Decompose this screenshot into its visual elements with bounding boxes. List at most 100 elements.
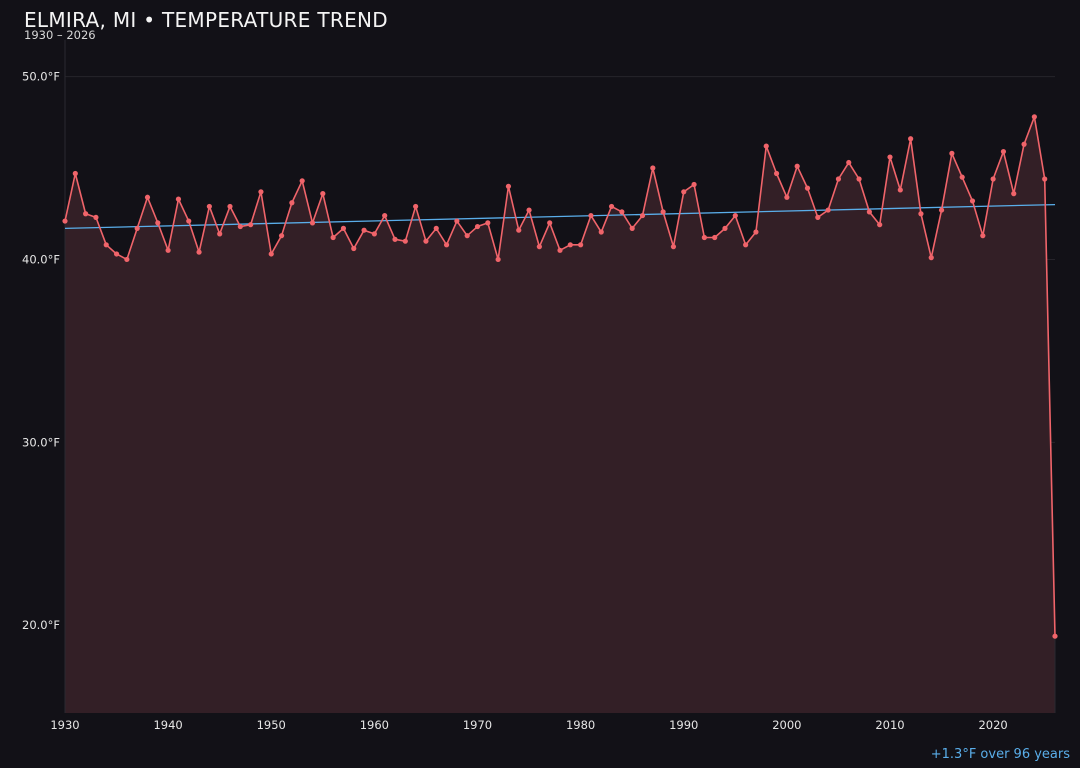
y-tick-label: 50.0°F xyxy=(22,70,60,84)
x-tick-label: 2020 xyxy=(978,718,1007,732)
data-point-1980 xyxy=(578,242,584,248)
data-point-1948 xyxy=(248,222,254,228)
data-point-1973 xyxy=(505,183,512,189)
data-point-1967 xyxy=(443,242,450,248)
data-point-2025 xyxy=(1042,176,1048,182)
data-point-2016 xyxy=(949,150,955,156)
data-point-1958 xyxy=(351,245,357,252)
data-point-1972 xyxy=(495,256,501,263)
data-point-1944 xyxy=(206,203,212,210)
data-point-2012 xyxy=(908,136,914,142)
data-point-1992 xyxy=(701,234,707,241)
y-tick-label: 30.0°F xyxy=(22,435,60,449)
data-point-2006 xyxy=(846,159,852,166)
data-point-1953 xyxy=(299,178,305,184)
data-point-1986 xyxy=(639,212,646,219)
data-point-2026 xyxy=(1052,633,1058,639)
chart-title: ELMIRA, MI • TEMPERATURE TREND xyxy=(24,8,388,32)
x-tick-label: 1950 xyxy=(257,718,286,732)
data-point-2011 xyxy=(897,187,903,193)
x-tick-label: 1940 xyxy=(153,718,182,732)
data-point-1989 xyxy=(670,244,677,250)
data-point-2001 xyxy=(794,163,800,169)
data-point-1942 xyxy=(186,218,192,224)
data-point-1956 xyxy=(330,234,336,241)
data-point-1995 xyxy=(732,212,738,219)
data-point-1950 xyxy=(268,251,274,257)
x-tick-label: 2010 xyxy=(875,718,904,732)
data-point-2015 xyxy=(938,207,945,213)
data-point-1994 xyxy=(722,225,728,231)
data-point-1985 xyxy=(629,225,635,231)
data-point-1997 xyxy=(753,229,759,235)
data-point-1996 xyxy=(743,242,749,248)
x-axis-ticks: 1930 1940 1950 1960 1970 1980 1990 2000 2010 2020 xyxy=(50,718,1007,732)
data-point-2000 xyxy=(784,194,790,200)
x-tick-label: 2000 xyxy=(772,718,801,732)
data-point-1988 xyxy=(660,209,666,215)
data-point-1966 xyxy=(433,225,439,231)
data-point-1969 xyxy=(464,233,470,239)
data-point-2008 xyxy=(866,209,872,215)
data-point-2022 xyxy=(1011,191,1017,197)
data-point-1970 xyxy=(474,223,481,230)
data-point-1959 xyxy=(361,227,367,233)
data-point-1931 xyxy=(72,170,78,177)
data-point-1952 xyxy=(289,200,295,206)
data-point-1978 xyxy=(557,247,563,253)
y-axis-ticks: 20.0°F 30.0°F 40.0°F 50.0°F xyxy=(22,70,60,633)
data-point-1960 xyxy=(371,231,377,237)
data-point-1936 xyxy=(124,256,130,263)
data-point-1971 xyxy=(485,220,491,226)
x-tick-label: 1980 xyxy=(566,718,595,732)
data-point-2018 xyxy=(969,198,976,204)
data-point-1945 xyxy=(217,231,223,237)
data-point-1932 xyxy=(83,211,89,217)
data-point-1941 xyxy=(175,196,182,202)
data-point-2003 xyxy=(815,214,821,220)
data-point-1981 xyxy=(588,212,594,219)
data-point-2017 xyxy=(959,174,965,180)
trend-line xyxy=(64,203,1056,230)
data-point-2024 xyxy=(1031,114,1037,120)
data-point-2014 xyxy=(928,255,934,261)
data-point-1955 xyxy=(320,191,326,197)
data-point-1946 xyxy=(227,203,233,210)
data-point-1949 xyxy=(258,189,264,195)
data-point-2020 xyxy=(990,176,996,182)
data-point-1979 xyxy=(567,242,573,248)
data-point-2013 xyxy=(918,211,924,217)
y-tick-label: 20.0°F xyxy=(22,618,60,632)
data-point-1961 xyxy=(382,212,388,219)
data-point-1933 xyxy=(93,214,99,220)
x-tick-label: 1990 xyxy=(669,718,698,732)
data-point-1990 xyxy=(681,189,687,195)
data-point-1982 xyxy=(598,229,604,235)
data-point-1930 xyxy=(62,218,68,224)
data-point-1964 xyxy=(413,203,419,210)
x-tick-label: 1970 xyxy=(463,718,492,732)
data-point-1987 xyxy=(650,165,656,171)
data-point-1993 xyxy=(712,234,718,241)
data-point-1975 xyxy=(526,207,532,213)
temperature-area-fill xyxy=(65,116,1055,713)
data-point-1957 xyxy=(340,225,347,231)
data-point-2019 xyxy=(980,233,986,239)
data-point-1951 xyxy=(278,233,285,239)
data-point-1938 xyxy=(144,194,151,200)
data-point-1935 xyxy=(113,251,120,257)
data-point-1939 xyxy=(155,220,161,226)
data-point-2023 xyxy=(1021,141,1027,147)
data-point-1940 xyxy=(165,247,171,253)
chart-subtitle: 1930 – 2026 xyxy=(24,28,96,42)
data-point-2002 xyxy=(804,185,811,191)
data-point-1962 xyxy=(392,236,398,242)
data-point-2021 xyxy=(1000,148,1007,155)
trend-summary: +1.3°F over 96 years xyxy=(930,747,1070,762)
data-point-2005 xyxy=(835,176,842,182)
data-point-1983 xyxy=(608,203,615,210)
data-point-1999 xyxy=(773,170,780,177)
data-point-1998 xyxy=(763,143,769,149)
data-point-1943 xyxy=(196,249,202,255)
